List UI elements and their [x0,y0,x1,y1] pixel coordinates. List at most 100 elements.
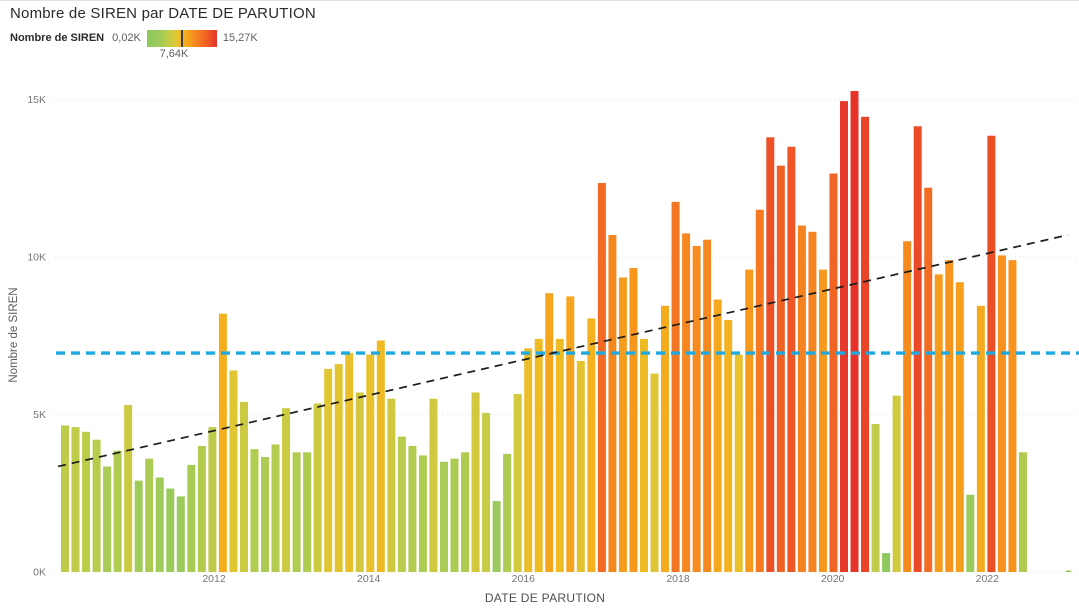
bar[interactable] [650,373,659,572]
bar[interactable] [313,403,322,572]
bar[interactable] [503,453,512,572]
bar[interactable] [197,446,206,572]
bar[interactable] [776,165,785,572]
bar[interactable] [124,405,133,572]
bar[interactable] [892,395,901,572]
bar[interactable] [334,364,343,572]
bar[interactable] [103,466,112,572]
y-tick-label: 5K [33,409,46,421]
bar[interactable] [882,553,891,572]
bar[interactable] [713,299,722,572]
bar[interactable] [429,398,438,572]
bar[interactable] [482,412,491,572]
bar[interactable] [829,173,838,572]
bar[interactable] [629,268,638,572]
bar[interactable] [534,338,543,572]
bar[interactable] [976,305,985,572]
bar[interactable] [239,401,248,572]
bar[interactable] [261,457,270,572]
bar[interactable] [229,370,238,572]
bar[interactable] [861,116,870,572]
bar[interactable] [671,201,680,572]
bar[interactable] [324,368,333,572]
bar[interactable] [1008,260,1017,572]
bar[interactable] [145,458,154,572]
bar[interactable] [282,408,291,572]
bar[interactable] [703,239,712,573]
bar[interactable] [692,245,701,572]
bar[interactable] [208,427,217,572]
bar[interactable] [955,282,964,572]
trend-line [57,234,1069,468]
bar[interactable] [134,480,143,572]
bar[interactable] [608,234,617,572]
bar[interactable] [439,461,448,572]
bar[interactable] [661,305,670,572]
bar[interactable] [387,398,396,572]
bar[interactable] [397,436,406,572]
bar[interactable] [766,137,775,573]
bar[interactable] [903,241,912,572]
bar[interactable] [376,340,385,572]
bar[interactable] [166,488,175,572]
bar[interactable] [303,452,312,572]
bar[interactable] [639,338,648,572]
bar[interactable] [513,394,522,572]
bar[interactable] [450,458,459,572]
bar[interactable] [755,209,764,572]
bar[interactable] [871,423,880,572]
bar[interactable] [555,338,564,572]
bar[interactable] [597,182,606,572]
bar[interactable] [218,313,227,572]
bar[interactable] [250,449,259,572]
legend-mid-value: 7,64K [159,48,189,60]
y-tick-label: 10K [27,252,46,264]
bar[interactable] [618,277,627,572]
bar[interactable] [355,392,364,572]
bar[interactable] [734,354,743,572]
bar[interactable] [587,318,596,572]
bar[interactable] [576,360,585,572]
bar[interactable] [924,187,933,572]
bar[interactable] [366,354,375,572]
bar[interactable] [934,274,943,572]
bar[interactable] [745,269,754,572]
bar[interactable] [850,90,859,573]
bar[interactable] [787,146,796,572]
bar[interactable] [418,455,427,572]
bar[interactable] [61,425,69,572]
bar[interactable] [524,348,533,572]
bar[interactable] [839,101,848,572]
bar[interactable] [271,444,280,572]
bar[interactable] [345,353,354,572]
bar[interactable] [461,452,470,572]
x-tick-label: 2016 [512,573,536,585]
bar[interactable] [113,450,122,572]
bar[interactable] [997,255,1006,573]
bar[interactable] [92,439,101,572]
x-tick-label: 2012 [202,573,226,585]
bar[interactable] [808,231,817,573]
bar[interactable] [471,392,480,572]
y-tick-label: 15K [27,94,46,106]
bar[interactable] [176,496,185,572]
legend-label: Nombre de SIREN [10,32,105,44]
bar[interactable] [292,452,301,572]
bar[interactable] [913,126,922,573]
bar[interactable] [492,501,501,572]
bar[interactable] [1066,570,1071,573]
bar[interactable] [187,464,196,572]
bar[interactable] [724,320,733,572]
bar[interactable] [545,293,554,572]
bar[interactable] [71,427,80,572]
bar[interactable] [945,260,954,572]
bar[interactable] [566,296,575,572]
bar[interactable] [408,446,417,572]
bar[interactable] [797,225,806,573]
bar[interactable] [155,477,164,573]
bar[interactable] [82,431,91,572]
bar[interactable] [1018,452,1027,572]
bar[interactable] [682,233,691,572]
bar[interactable] [818,269,827,572]
bar[interactable] [966,494,975,572]
